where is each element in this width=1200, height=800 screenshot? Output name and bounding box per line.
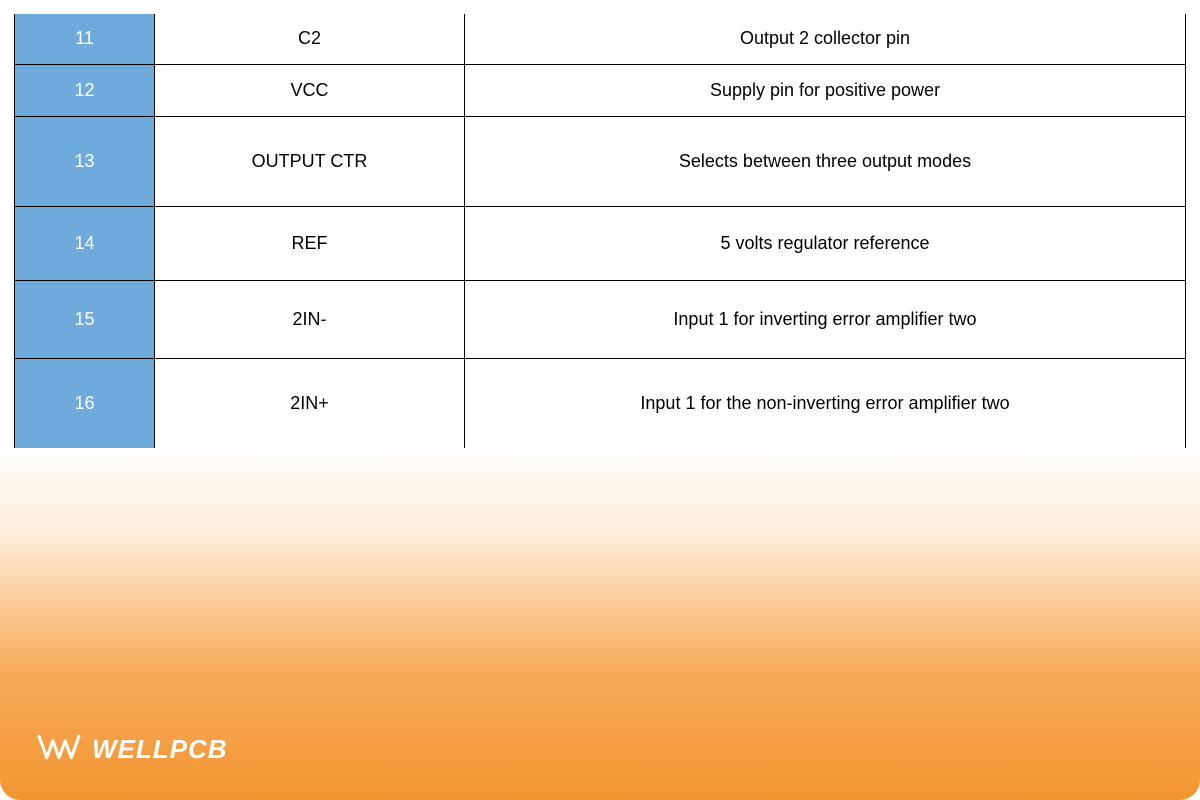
pin-name-cell: VCC bbox=[155, 64, 465, 116]
wellpcb-text: WELLPCB bbox=[92, 734, 228, 765]
pin-desc-cell: Supply pin for positive power bbox=[465, 64, 1186, 116]
pin-number-cell: 11 bbox=[15, 14, 155, 64]
pin-name-cell: 2IN- bbox=[155, 280, 465, 358]
table-row: 11 C2 Output 2 collector pin bbox=[15, 14, 1186, 64]
pin-desc-cell: 5 volts regulator reference bbox=[465, 206, 1186, 280]
pin-table-wrapper: 11 C2 Output 2 collector pin 12 VCC Supp… bbox=[0, 0, 1200, 448]
pin-number-cell: 15 bbox=[15, 280, 155, 358]
table-row: 16 2IN+ Input 1 for the non-inverting er… bbox=[15, 358, 1186, 448]
pin-name-cell: REF bbox=[155, 206, 465, 280]
pin-name-cell: 2IN+ bbox=[155, 358, 465, 448]
pin-number-cell: 13 bbox=[15, 116, 155, 206]
pin-name-cell: OUTPUT CTR bbox=[155, 116, 465, 206]
table-row: 15 2IN- Input 1 for inverting error ampl… bbox=[15, 280, 1186, 358]
wellpcb-icon bbox=[36, 729, 82, 770]
pin-table: 11 C2 Output 2 collector pin 12 VCC Supp… bbox=[14, 14, 1186, 448]
pin-desc-cell: Output 2 collector pin bbox=[465, 14, 1186, 64]
table-row: 12 VCC Supply pin for positive power bbox=[15, 64, 1186, 116]
pin-desc-cell: Input 1 for the non-inverting error ampl… bbox=[465, 358, 1186, 448]
pin-number-cell: 12 bbox=[15, 64, 155, 116]
pin-desc-cell: Input 1 for inverting error amplifier tw… bbox=[465, 280, 1186, 358]
pin-desc-cell: Selects between three output modes bbox=[465, 116, 1186, 206]
brand-logo: WELLPCB bbox=[36, 729, 228, 770]
pin-number-cell: 14 bbox=[15, 206, 155, 280]
pin-number-cell: 16 bbox=[15, 358, 155, 448]
table-row: 14 REF 5 volts regulator reference bbox=[15, 206, 1186, 280]
table-row: 13 OUTPUT CTR Selects between three outp… bbox=[15, 116, 1186, 206]
pin-name-cell: C2 bbox=[155, 14, 465, 64]
page-container: 11 C2 Output 2 collector pin 12 VCC Supp… bbox=[0, 0, 1200, 800]
